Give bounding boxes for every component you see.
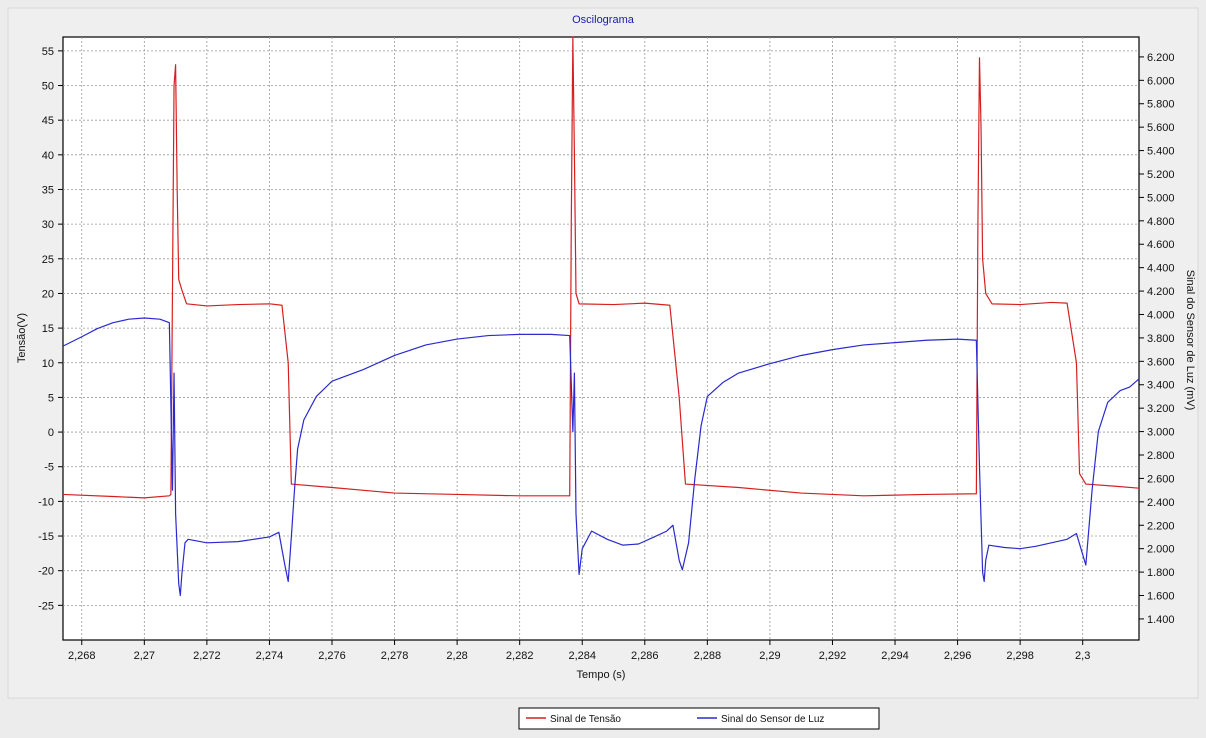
y-right-tick-label: 5.400 [1147,146,1175,158]
x-tick-label: 2,286 [631,650,659,662]
legend-label-voltage: Sinal de Tensão [550,714,621,725]
y-left-tick-label: 50 [42,81,54,93]
y-left-tick-label: -20 [38,566,54,578]
y-right-tick-label: 2.000 [1147,544,1175,556]
x-tick-label: 2,268 [68,650,96,662]
y-left-tick-label: 55 [42,46,54,58]
y-right-tick-label: 4.000 [1147,309,1175,321]
y-right-tick-label: 6.000 [1147,75,1175,87]
x-tick-label: 2,276 [318,650,346,662]
y-right-tick-label: 3.600 [1147,356,1175,368]
y-left-tick-label: -25 [38,600,54,612]
y-right-tick-label: 1.800 [1147,567,1175,579]
y-right-tick-label: 3.400 [1147,380,1175,392]
chart-title: Oscilograma [572,14,635,26]
y-right-tick-label: 2.200 [1147,520,1175,532]
y-left-tick-label: 0 [48,427,54,439]
y-right-tick-label: 5.000 [1147,192,1175,204]
y-right-tick-label: 1.600 [1147,591,1175,603]
y-left-tick-label: 15 [42,323,54,335]
y-right-tick-label: 4.600 [1147,239,1175,251]
x-tick-label: 2,298 [1006,650,1034,662]
y-left-tick-label: 40 [42,150,54,162]
y-right-axis-label: Sinal do Sensor de Luz (mV) [1184,270,1196,411]
y-right-tick-label: 1.400 [1147,614,1175,626]
y-right-tick-label: 5.200 [1147,169,1175,181]
x-tick-label: 2,294 [881,650,909,662]
y-left-tick-label: 35 [42,184,54,196]
legend-label-light: Sinal do Sensor de Luz [721,714,824,725]
x-tick-label: 2,27 [134,650,155,662]
y-right-tick-label: 3.800 [1147,333,1175,345]
y-left-tick-label: -5 [44,462,54,474]
y-right-tick-label: 6.200 [1147,52,1175,64]
x-tick-label: 2,292 [819,650,847,662]
x-tick-label: 2,296 [944,650,972,662]
y-left-tick-label: 20 [42,288,54,300]
y-right-tick-label: 2.800 [1147,450,1175,462]
x-tick-label: 2,274 [256,650,284,662]
y-right-tick-label: 4.800 [1147,216,1175,228]
y-left-tick-label: 10 [42,358,54,370]
x-tick-label: 2,272 [193,650,221,662]
x-tick-label: 2,29 [759,650,780,662]
y-right-tick-label: 5.600 [1147,122,1175,134]
x-tick-label: 2,3 [1075,650,1090,662]
y-right-tick-label: 4.200 [1147,286,1175,298]
y-right-tick-label: 3.200 [1147,403,1175,415]
legend: Sinal de Tensão Sinal do Sensor de Luz [519,708,879,729]
y-right-tick-label: 2.600 [1147,473,1175,485]
y-right-tick-label: 3.000 [1147,427,1175,439]
x-tick-label: 2,282 [506,650,534,662]
y-right-tick-label: 5.800 [1147,99,1175,111]
y-left-tick-label: -10 [38,496,54,508]
x-tick-label: 2,28 [446,650,467,662]
y-left-tick-label: 30 [42,219,54,231]
y-right-tick-label: 4.400 [1147,263,1175,275]
y-left-tick-label: 25 [42,254,54,266]
x-tick-label: 2,284 [568,650,596,662]
x-axis-label: Tempo (s) [577,669,626,681]
x-tick-label: 2,278 [381,650,409,662]
y-left-tick-label: 5 [48,392,54,404]
y-left-tick-label: -15 [38,531,54,543]
x-tick-label: 2,288 [694,650,722,662]
y-left-tick-label: 45 [42,115,54,127]
y-left-axis-label: Tensão(V) [16,313,28,363]
y-right-tick-label: 2.400 [1147,497,1175,509]
